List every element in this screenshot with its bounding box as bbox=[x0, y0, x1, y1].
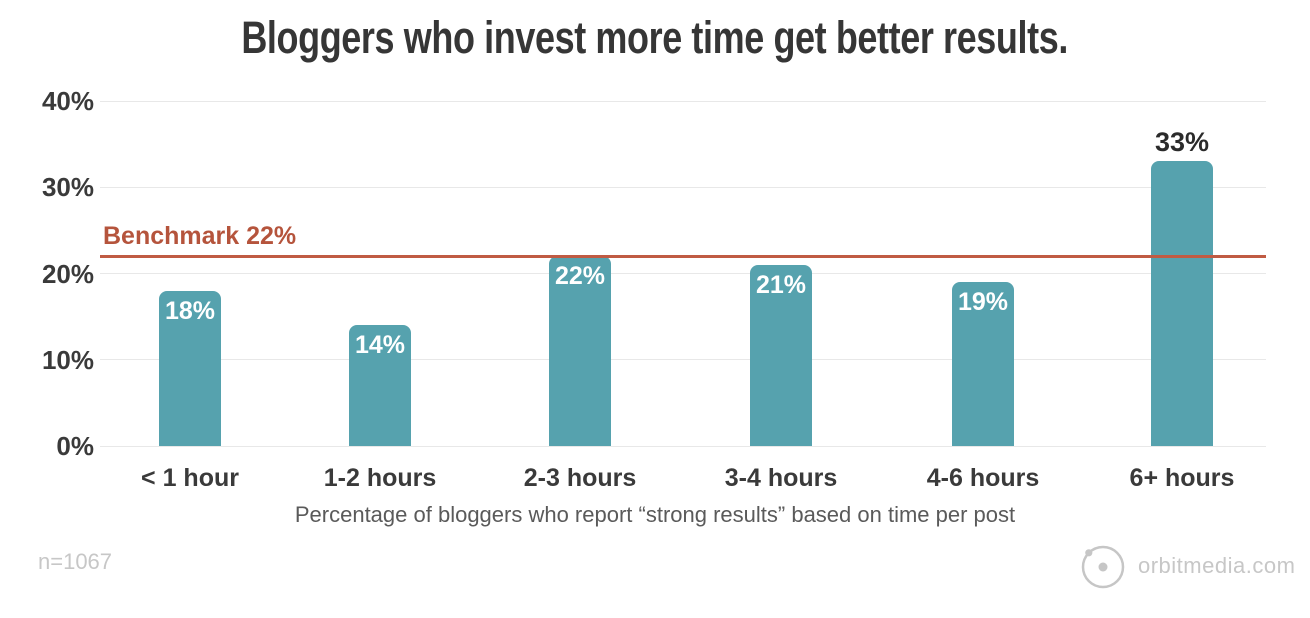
bar-value-label: 33% bbox=[1154, 127, 1210, 158]
orbit-icon bbox=[1081, 545, 1125, 589]
x-axis-caption: Percentage of bloggers who report “stron… bbox=[294, 502, 1016, 527]
orbit-media-logo: orbitmedia.com bbox=[1072, 535, 1295, 597]
benchmark-label: Benchmark 22% bbox=[103, 222, 297, 251]
x-axis-label: 4-6 hours bbox=[926, 464, 1040, 492]
bar-value-label: 14% bbox=[354, 331, 406, 360]
gridline bbox=[100, 359, 1266, 361]
logo-text: orbitmedia.com bbox=[1138, 553, 1296, 578]
bar bbox=[159, 290, 221, 446]
bar bbox=[349, 325, 411, 446]
y-axis-tick: 10% bbox=[41, 344, 94, 375]
x-axis-label: < 1 hour bbox=[141, 464, 239, 492]
y-axis-tick: 0% bbox=[56, 431, 94, 461]
benchmark-line bbox=[100, 254, 1266, 258]
sample-size-label: n=1067 bbox=[38, 549, 113, 574]
bar-value-label: 19% bbox=[957, 288, 1009, 317]
y-axis-tick: 20% bbox=[41, 258, 94, 289]
plot-area: Benchmark 22% 18% 14% 22% 21% 19% 33% bbox=[100, 100, 1266, 447]
bar bbox=[750, 264, 812, 446]
gridline bbox=[100, 186, 1266, 188]
bar-value-label: 21% bbox=[755, 270, 807, 299]
x-axis-label: 3-4 hours bbox=[724, 464, 838, 492]
gridline bbox=[100, 445, 1266, 447]
chart-title: Bloggers who invest more time get better… bbox=[0, 12, 1310, 64]
x-axis-label: 6+ hours bbox=[1129, 464, 1235, 492]
gridline bbox=[100, 100, 1266, 102]
y-axis-tick: 30% bbox=[41, 172, 94, 203]
x-axis-label: 2-3 hours bbox=[523, 464, 637, 492]
y-axis-tick: 40% bbox=[41, 86, 94, 116]
bar bbox=[1151, 161, 1213, 446]
bar bbox=[952, 282, 1014, 446]
chart-title-text: Bloggers who invest more time get better… bbox=[241, 12, 1069, 63]
gridline bbox=[100, 273, 1266, 274]
bar bbox=[549, 256, 611, 446]
bar-value-label: 18% bbox=[164, 296, 216, 325]
bar-value-label: 22% bbox=[554, 262, 606, 291]
x-axis-label: 1-2 hours bbox=[323, 464, 437, 492]
